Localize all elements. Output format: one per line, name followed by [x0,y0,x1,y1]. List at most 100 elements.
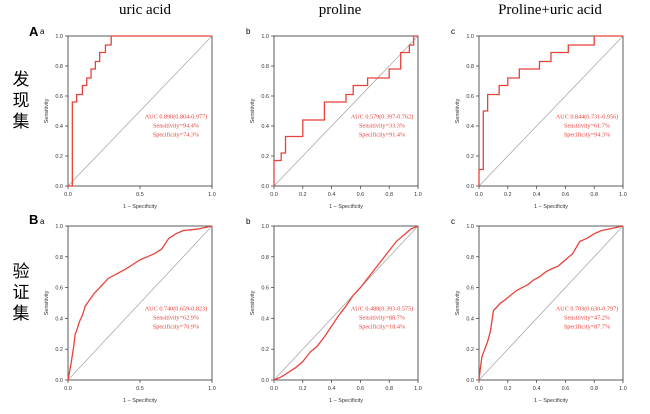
reference-diagonal [67,35,213,187]
y-tick-label: 0.6 [466,286,474,292]
row-label-char: 发 [12,70,30,90]
auc-annotation: AUC 0.703(0.630-0.797) [556,306,619,313]
x-axis-label: 1 – Specificity [329,204,363,210]
reference-diagonal [273,225,419,381]
y-tick-label: 0.8 [261,255,269,261]
column-title-uric-acid: uric acid [118,2,172,18]
y-axis-label: Sensitivity [44,98,50,123]
y-tick-label: 0.2 [261,154,269,160]
x-tick-label: 0.6 [357,192,365,198]
y-axis-label: Sensitivity [44,290,50,315]
y-tick-label: 0.4 [466,316,474,322]
specificity-annotation: Specificity=70.9% [153,324,199,331]
y-tick-label: 1.0 [466,224,474,230]
plot-frame [478,35,624,187]
x-tick-label: 1.0 [208,386,216,392]
y-tick-label: 0.4 [55,124,63,130]
y-axis-label: Sensitivity [455,98,461,123]
x-axis-label: 1 – Specificity [123,204,157,210]
auc-annotation: AUC 0.890(0.804-0.977) [145,114,208,121]
row-label-validation-set: 验 证 集 [10,262,32,325]
x-axis-label: 1 – Specificity [329,398,363,404]
plot-frame [273,225,419,381]
row-label-char: 集 [12,304,30,324]
row-letter-b: B [29,212,39,227]
roc-curve-line [478,35,623,186]
x-tick-label: 0.2 [504,386,512,392]
y-tick-label: 1.0 [55,34,63,40]
y-tick-label: 0.4 [261,316,269,322]
y-axis-label: Sensitivity [250,98,256,123]
roc-curve-line [273,225,419,381]
y-tick-label: 0.2 [261,347,269,353]
x-tick-label: 0.2 [299,386,307,392]
x-tick-label: 0.0 [270,192,278,198]
x-tick-label: 0.6 [562,192,570,198]
y-tick-label: 0.8 [466,255,474,261]
sensitivity-annotation: Sensitivity=47.2% [564,315,610,322]
x-tick-label: 1.0 [414,192,422,198]
y-tick-label: 0.2 [55,347,63,353]
column-title-proline-uric-acid: Proline+uric acid [498,2,602,18]
reference-diagonal [273,35,419,187]
sensitivity-annotation: Sensitivity=88.7% [359,315,405,322]
row-label-char: 集 [12,112,30,132]
y-tick-label: 0.6 [466,94,474,100]
x-tick-label: 0.0 [475,386,483,392]
x-tick-label: 0.6 [357,386,365,392]
sensitivity-annotation: Sensitivity=33.3% [359,123,405,130]
x-tick-label: 0.8 [385,386,393,392]
row-letter-a: A [29,24,39,39]
reference-diagonal [478,35,624,187]
row-label-char: 验 [12,262,30,282]
y-tick-label: 0.6 [55,94,63,100]
roc-curve-line [67,225,213,381]
row-label-char: 证 [12,283,30,303]
y-axis-label: Sensitivity [455,290,461,315]
sensitivity-annotation: Sensitivity=62.9% [153,315,199,322]
y-tick-label: 0.8 [261,64,269,70]
x-tick-label: 0.0 [270,386,278,392]
y-tick-label: 0.6 [261,94,269,100]
roc-curve-line [68,35,212,187]
column-title-proline: proline [318,2,362,18]
panel-sub-label: a [40,27,45,36]
roc-panel-b-c: c 0.0 0.2 0.4 0.6 0.8 1.0 0.0 0.2 0.4 0.6 0.8 1.0 1 –… [451,217,627,404]
y-tick-label: 0.2 [55,154,63,160]
y-tick-label: 1.0 [466,34,474,40]
x-axis-label: 1 – Specificity [534,398,568,404]
specificity-annotation: Specificity=87.7% [564,324,610,331]
x-tick-label: 0.6 [562,386,570,392]
specificity-annotation: Specificity=18.4% [359,324,405,331]
x-tick-label: 0.8 [590,192,598,198]
reference-diagonal [67,225,213,381]
x-tick-label: 0.5 [136,192,144,198]
y-tick-label: 1.0 [261,224,269,230]
y-axis-label: Sensitivity [250,290,256,315]
x-tick-label: 0.4 [533,192,541,198]
auc-annotation: AUC 0.740(0.659-0.823) [145,306,208,313]
panel-sub-label: c [451,27,455,36]
roc-panel-a-a: a 0.0 0.2 0.4 0.6 0.8 1.0 0.0 0.5 1.0 1 – Specific… [40,27,216,210]
x-tick-label: 0.8 [590,386,598,392]
row-label-char: 现 [12,91,30,111]
x-tick-label: 1.0 [619,386,627,392]
y-tick-label: 0.0 [261,378,269,384]
y-tick-label: 0.0 [466,378,474,384]
y-tick-label: 0.6 [55,286,63,292]
auc-annotation: AUC 0.488(0.393-0.575) [351,306,414,313]
panel-sub-label: b [246,27,251,36]
y-tick-label: 0.8 [466,64,474,70]
specificity-annotation: Specificity=94.3% [564,132,610,139]
x-tick-label: 0.2 [504,192,512,198]
y-tick-label: 0.6 [261,286,269,292]
y-tick-label: 0.2 [466,347,474,353]
roc-panel-a-c: c 0.0 0.2 0.4 0.6 0.8 1.0 0.0 0.2 0.4 0.6 0.8 1.0 1 –… [451,27,627,210]
y-tick-label: 1.0 [261,34,269,40]
roc-panel-a-b: b 0.0 0.2 0.4 0.6 0.8 1.0 0.0 0.2 0.4 0.6 0.8 1.0 1 –… [246,27,422,210]
roc-panel-b-b: b 0.0 0.2 0.4 0.6 0.8 1.0 0.0 0.2 0.4 0.6 0.8 1.0 1 –… [246,217,422,404]
x-axis-label: 1 – Specificity [123,398,157,404]
auc-annotation: AUC 0.579(0.397-0.762) [351,114,414,121]
sensitivity-annotation: Sensitivity=94.4% [153,123,199,130]
y-tick-label: 0.0 [261,184,269,190]
